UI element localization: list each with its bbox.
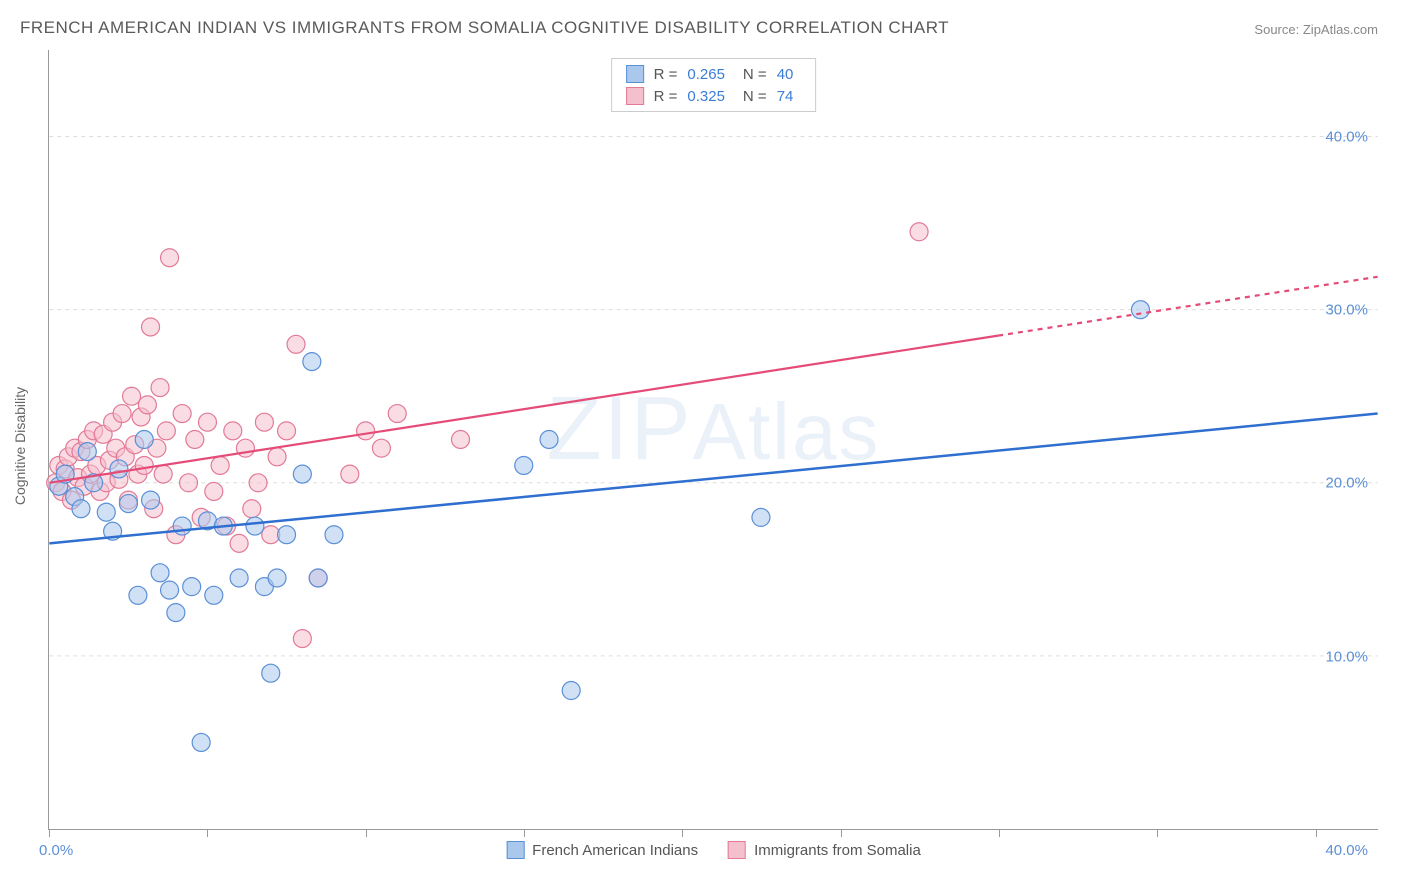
y-tick-label: 20.0% xyxy=(1325,475,1368,492)
n-label: N = xyxy=(743,66,767,83)
chart-title: FRENCH AMERICAN INDIAN VS IMMIGRANTS FRO… xyxy=(20,18,949,38)
n-label: N = xyxy=(743,88,767,105)
r-label: R = xyxy=(654,88,678,105)
chart-plot-area: ZIPAtlas R = 0.265 N = 40 R = 0.325 N = … xyxy=(48,50,1378,830)
stats-row-pink: R = 0.325 N = 74 xyxy=(626,85,802,107)
n-value-blue: 40 xyxy=(777,66,794,83)
r-label: R = xyxy=(654,66,678,83)
swatch-pink xyxy=(626,87,644,105)
legend-label-pink: Immigrants from Somalia xyxy=(754,842,921,859)
x-axis-max-label: 40.0% xyxy=(1325,842,1368,859)
n-value-pink: 74 xyxy=(777,88,794,105)
legend-item-pink: Immigrants from Somalia xyxy=(728,841,921,859)
source-label: Source: xyxy=(1254,22,1299,37)
x-tick xyxy=(1157,829,1158,837)
x-tick xyxy=(49,829,50,837)
x-tick xyxy=(999,829,1000,837)
swatch-pink-icon xyxy=(728,841,746,859)
y-axis-label: Cognitive Disability xyxy=(12,387,28,505)
x-tick xyxy=(366,829,367,837)
x-tick xyxy=(841,829,842,837)
r-value-blue: 0.265 xyxy=(687,66,725,83)
y-tick-label: 30.0% xyxy=(1325,302,1368,319)
r-value-pink: 0.325 xyxy=(687,88,725,105)
swatch-blue xyxy=(626,65,644,83)
legend-item-blue: French American Indians xyxy=(506,841,698,859)
swatch-blue-icon xyxy=(506,841,524,859)
x-tick xyxy=(682,829,683,837)
legend-label-blue: French American Indians xyxy=(532,842,698,859)
source-attribution: Source: ZipAtlas.com xyxy=(1254,22,1378,37)
stats-row-blue: R = 0.265 N = 40 xyxy=(626,63,802,85)
x-tick xyxy=(524,829,525,837)
source-link[interactable]: ZipAtlas.com xyxy=(1303,22,1378,37)
scatter-svg xyxy=(49,50,1378,829)
stats-legend-box: R = 0.265 N = 40 R = 0.325 N = 74 xyxy=(611,58,817,112)
y-tick-label: 40.0% xyxy=(1325,128,1368,145)
y-tick-label: 10.0% xyxy=(1325,648,1368,665)
series-legend: French American Indians Immigrants from … xyxy=(506,841,921,859)
x-tick xyxy=(1316,829,1317,837)
x-tick xyxy=(207,829,208,837)
x-axis-min-label: 0.0% xyxy=(39,842,73,859)
